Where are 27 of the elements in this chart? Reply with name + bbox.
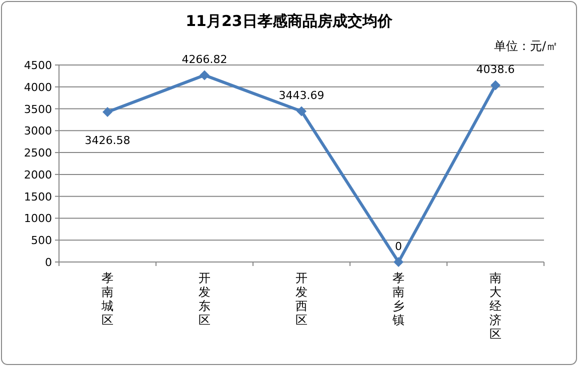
x-tick-label: 开发东区 (198, 271, 210, 327)
y-tick-label: 4500 (24, 59, 52, 72)
point (394, 257, 404, 267)
point (490, 80, 500, 90)
y-tick-label: 1000 (24, 212, 52, 226)
y-tick-label: 1500 (24, 190, 52, 204)
y-tick-label: 2000 (24, 168, 52, 182)
x-tick-label: 南大经济区 (490, 271, 502, 341)
text: 单位：元/㎡ (494, 39, 558, 53)
data-label: 4266.82 (182, 53, 228, 66)
data-label: 4038.6 (476, 63, 515, 76)
y-tick-label: 500 (31, 234, 52, 248)
y-tick-label: 0 (45, 256, 52, 269)
data-label: 0 (395, 240, 402, 253)
point (296, 106, 306, 116)
point (200, 70, 210, 80)
y-tick-label: 3500 (24, 102, 52, 116)
x-tick-label: 孝南城区 (100, 271, 114, 327)
data-label: 3443.69 (278, 89, 324, 102)
y-tick-label: 2500 (24, 146, 52, 160)
x-tick-label: 孝南乡镇 (392, 271, 404, 327)
point (102, 106, 112, 117)
y-tick-label: 3000 (24, 124, 52, 138)
chart-title: 11月23日孝感商品房成交均价 (186, 12, 394, 30)
x-tick-label: 开发西区 (296, 271, 308, 327)
y-tick-label: 4000 (24, 80, 52, 94)
data-label: 3426.58 (84, 134, 130, 147)
